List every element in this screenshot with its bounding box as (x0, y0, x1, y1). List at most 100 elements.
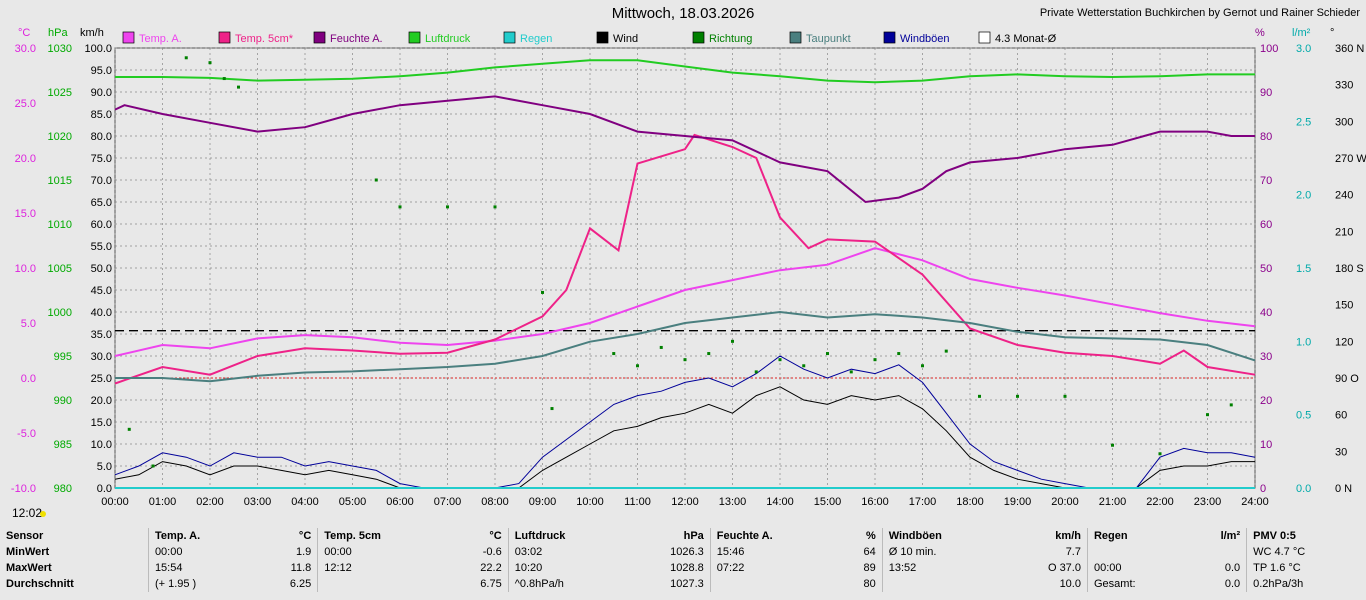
x-tick-label: 10:00 (576, 496, 604, 508)
x-tick-label: 13:00 (719, 496, 747, 508)
legend-swatch (313, 31, 326, 44)
stats-cell (1086, 544, 1188, 560)
wind-tick-label: 15.0 (91, 417, 112, 429)
stats-cell: 89 (863, 562, 876, 574)
temp-tick-label: -5.0 (17, 428, 36, 440)
temp-tick-label: 0.0 (21, 373, 36, 385)
x-tick-label: 22:00 (1146, 496, 1174, 508)
x-tick-label: 16:00 (861, 496, 889, 508)
direction-tick-label: 30 (1335, 446, 1347, 458)
direction-point (897, 352, 901, 356)
legend-swatch (596, 31, 609, 44)
x-tick-label: 04:00 (291, 496, 319, 508)
direction-point (612, 352, 616, 356)
legend-swatch (692, 31, 705, 44)
wind-tick-label: 90.0 (91, 87, 112, 99)
humidity-tick-label: 30 (1260, 351, 1272, 363)
stats-cell (709, 576, 837, 592)
legend-label: Richtung (709, 33, 752, 45)
stats-header-cell: Windböen (881, 528, 1004, 544)
stats-header-cell: l/m² (1220, 530, 1241, 542)
direction-point (636, 364, 639, 368)
humidity-tick-label: 100 (1260, 43, 1278, 55)
stats-cell: (+ 1.95 ) (147, 576, 256, 592)
direction-point (754, 370, 758, 374)
rain-tick-label: 2.0 (1296, 190, 1311, 202)
stats-header-cell: Feuchte A. (709, 528, 837, 544)
x-tick-label: 18:00 (956, 496, 984, 508)
x-tick-label: 11:00 (624, 496, 651, 508)
x-tick-label: 12:00 (671, 496, 699, 508)
temp-tick-label: 10.0 (15, 263, 36, 275)
temp-tick-label: 20.0 (15, 153, 36, 165)
series-layer (114, 56, 1256, 489)
direction-tick-label: 90 O (1335, 373, 1359, 385)
x-tick-label: 24:00 (1241, 496, 1269, 508)
station-name: Private Wetterstation Buchkirchen by Ger… (1039, 7, 1360, 19)
direction-point (1229, 403, 1233, 407)
legend-label: Temp. 5cm* (235, 33, 294, 45)
pressure-tick-label: 1005 (48, 263, 72, 275)
direction-tick-label: 210 (1335, 226, 1353, 238)
stats-row-label: MaxWert (6, 562, 52, 574)
wind-tick-label: 30.0 (91, 351, 112, 363)
wind-tick-label: 80.0 (91, 131, 112, 143)
series-windb-en (114, 355, 1256, 489)
direction-point (1111, 443, 1114, 447)
direction-tick-label: 330 (1335, 80, 1353, 92)
humidity-tick-label: 80 (1260, 131, 1272, 143)
stats-row: Durchschnitt (+ 1.95 ) 6.25 6.75 ^0.8hPa/h 10… (0, 576, 1366, 592)
stats-cell: 7.7 (1065, 546, 1081, 558)
stats-cell: 1026.3 (670, 546, 704, 558)
pressure-tick-label: 980 (54, 483, 72, 495)
stats-cell: Gesamt: (1086, 576, 1188, 592)
stats-cell: 03:02 (507, 544, 626, 560)
direction-point (541, 290, 544, 294)
direction-point (978, 394, 981, 398)
legend-swatch (789, 31, 802, 44)
direction-tick-label: 120 (1335, 336, 1353, 348)
direction-tick-label: 150 (1335, 300, 1353, 312)
stats-cell: 1.9 (295, 546, 312, 558)
wind-unit: km/h (80, 27, 104, 39)
wind-tick-label: 70.0 (91, 175, 112, 187)
wind-tick-label: 100.0 (84, 43, 112, 55)
stats-cell: ^0.8hPa/h (507, 576, 626, 592)
direction-point (873, 358, 877, 362)
stats-cell: 13:52 (881, 560, 1004, 576)
current-time: 12:02 (12, 506, 43, 520)
legend-label: Windböen (900, 33, 950, 45)
pressure-tick-label: 1020 (48, 131, 72, 143)
direction-point (1158, 452, 1162, 456)
humidity-tick-label: 10 (1260, 439, 1272, 451)
rain-tick-label: 2.5 (1296, 116, 1311, 128)
stats-cell: 12:12 (317, 560, 446, 576)
direction-point (944, 349, 948, 353)
stats-row: MaxWert 15:54 11.8 12:12 22.2 10:20 1028.8 07:2… (0, 560, 1366, 576)
stats-cell: -0.6 (482, 546, 502, 558)
wind-tick-label: 60.0 (91, 219, 112, 231)
stats-cell: 00:00 (317, 544, 446, 560)
wind-tick-label: 50.0 (91, 263, 112, 275)
weather-chart: 00:00 01:00 02:00 03:00 04:00 05:00 06:00 07:00… (11, 27, 1366, 508)
direction-unit: ° (1330, 27, 1334, 39)
x-tick-label: 05:00 (339, 496, 367, 508)
direction-point (184, 56, 188, 60)
legend-label: Feuchte A. (330, 33, 383, 45)
x-tick-label: 20:00 (1051, 496, 1079, 508)
direction-point (1063, 394, 1067, 398)
axes-layer: 00:00 01:00 02:00 03:00 04:00 05:00 06:00 07:00… (11, 27, 1366, 508)
direction-point (683, 358, 687, 362)
stats-cell: 64 (863, 546, 876, 558)
wind-tick-label: 45.0 (91, 285, 112, 297)
pressure-unit: hPa (48, 27, 68, 39)
pressure-tick-label: 985 (54, 439, 72, 451)
series-temp-5cm (114, 133, 1256, 385)
stats-cell: 15:54 (147, 560, 256, 576)
x-tick-label: 19:00 (1004, 496, 1032, 508)
stats-header-cell: Luftdruck (507, 528, 626, 544)
direction-point (778, 358, 782, 362)
stats-cell: 1027.3 (670, 578, 704, 590)
stats-header-cell: % (865, 530, 876, 542)
direction-point (208, 61, 212, 65)
